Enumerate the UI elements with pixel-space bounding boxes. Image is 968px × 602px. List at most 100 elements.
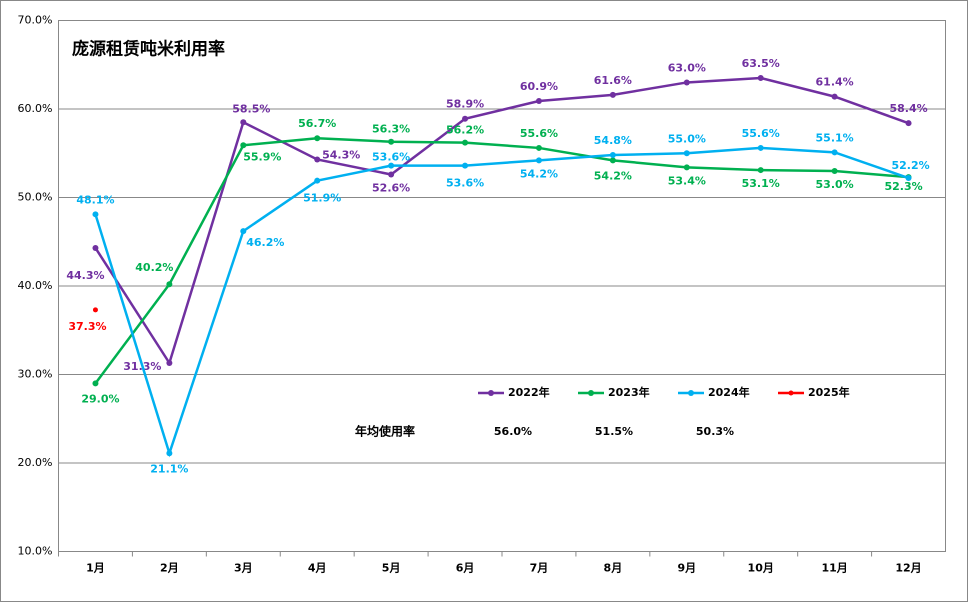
x-tick-label: 10月 [748,562,774,575]
series-line [94,136,909,385]
data-point [757,144,764,151]
x-tick-label: 8月 [604,562,623,575]
x-tick-label: 3月 [234,562,253,575]
data-label: 52.2% [891,159,929,172]
data-label: 53.6% [372,151,410,164]
y-tick-label: 50.0% [18,191,53,204]
y-tick-label: 10.0% [18,545,53,558]
data-label: 29.0% [81,392,119,405]
data-label: 55.1% [816,131,854,144]
data-label: 51.9% [303,192,341,205]
y-tick-label: 40.0% [18,279,53,292]
x-tick-label: 4月 [308,562,327,575]
data-point [462,115,469,122]
data-point [683,164,690,171]
x-tick-label: 7月 [530,562,549,575]
series-line [94,76,909,366]
x-tick-label: 6月 [456,562,475,575]
data-label: 54.3% [322,148,360,161]
data-label: 55.6% [742,127,780,140]
data-point [92,380,99,387]
data-point [388,162,395,169]
legend-marker [588,390,594,396]
legend-marker [688,390,694,396]
data-point [240,228,247,235]
y-tick-label: 70.0% [18,14,53,27]
x-tick-label: 9月 [677,562,696,575]
annotation-value: 56.0% [494,425,532,438]
data-label: 56.7% [298,117,336,130]
data-point [535,144,542,151]
data-label: 52.3% [884,180,922,193]
data-label: 63.0% [668,61,706,74]
data-point [92,307,98,313]
data-label: 44.3% [66,269,104,282]
data-point [240,142,247,149]
data-label: 53.1% [742,177,780,190]
y-tick-label: 60.0% [18,102,53,115]
data-label: 58.5% [232,102,270,115]
annotation-value: 51.5% [595,425,633,438]
data-label: 53.0% [816,178,854,191]
data-label: 46.2% [246,236,284,249]
data-point [166,450,173,457]
legend-label: 2024年 [708,385,750,399]
chart-title: 庞源租赁吨米利用率 [72,39,225,60]
y-tick-label: 30.0% [18,368,53,381]
legend-label: 2023年 [608,385,650,399]
data-point [240,119,247,126]
data-label: 58.4% [889,102,927,115]
data-point [905,120,912,127]
data-point [462,162,469,169]
data-point [535,98,542,105]
data-point [314,135,321,142]
data-point [609,91,616,98]
legend-label: 2025年 [808,385,850,399]
x-tick-label: 11月 [821,562,847,575]
legend-label: 2022年 [508,385,550,399]
data-label: 54.2% [594,169,632,182]
data-point [831,167,838,174]
data-point [388,138,395,145]
data-point [683,79,690,86]
x-tick-label: 12月 [895,562,921,575]
data-label: 54.8% [594,134,632,147]
data-point [831,93,838,100]
data-label: 53.4% [668,174,706,187]
data-point [388,171,395,178]
x-tick-label: 5月 [382,562,401,575]
y-tick-label: 20.0% [18,456,53,469]
data-label: 56.3% [372,123,410,136]
data-point [609,157,616,164]
data-label: 56.2% [446,124,484,137]
data-point [831,149,838,156]
annotation-label: 年均使用率 [355,424,415,439]
data-label: 55.6% [520,127,558,140]
data-point [535,157,542,164]
legend-marker [488,390,494,396]
x-tick-label: 1月 [86,562,105,575]
series-line [94,146,909,458]
data-point [166,359,173,366]
data-label: 21.1% [150,462,188,475]
data-point [757,167,764,174]
data-label: 52.6% [372,181,410,194]
legend-marker [788,390,794,396]
data-label: 58.9% [446,98,484,111]
data-point [92,211,99,218]
data-label: 40.2% [135,261,173,274]
data-point [905,175,912,182]
data-label: 55.9% [243,150,281,163]
data-label: 61.4% [816,76,854,89]
data-point [462,139,469,146]
data-point [609,152,616,159]
data-label: 61.6% [594,74,632,87]
data-label: 60.9% [520,80,558,93]
data-point [314,156,321,163]
data-point [92,244,99,251]
data-point [166,281,173,288]
data-label: 54.2% [520,167,558,180]
annotation-value: 50.3% [696,425,734,438]
data-label: 37.3% [68,320,106,333]
